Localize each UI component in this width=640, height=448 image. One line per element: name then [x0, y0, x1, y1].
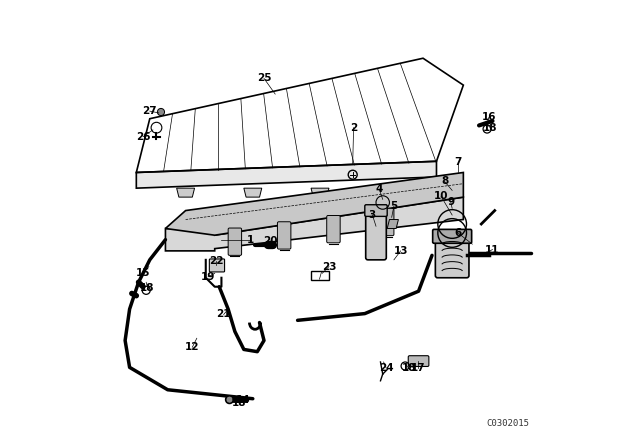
Text: 21: 21 — [216, 310, 231, 319]
Text: 3: 3 — [369, 210, 376, 220]
Polygon shape — [165, 197, 463, 251]
Polygon shape — [244, 188, 262, 197]
FancyBboxPatch shape — [435, 233, 469, 278]
FancyBboxPatch shape — [365, 205, 387, 216]
Text: 18: 18 — [140, 283, 155, 293]
Text: 12: 12 — [185, 342, 200, 352]
Text: 7: 7 — [454, 157, 461, 167]
Text: 18: 18 — [483, 123, 497, 133]
Text: 6: 6 — [454, 228, 461, 238]
Polygon shape — [136, 161, 436, 188]
Text: 18: 18 — [232, 398, 246, 408]
Text: 19: 19 — [201, 272, 215, 282]
FancyBboxPatch shape — [433, 229, 472, 243]
Text: /: / — [319, 271, 321, 280]
Text: 18: 18 — [401, 363, 416, 373]
Text: 17: 17 — [410, 363, 425, 373]
Text: 4: 4 — [376, 184, 383, 194]
Text: 22: 22 — [209, 256, 223, 266]
Text: 24: 24 — [379, 363, 394, 373]
Text: 11: 11 — [485, 245, 500, 254]
FancyBboxPatch shape — [327, 215, 340, 243]
Text: 25: 25 — [257, 73, 271, 83]
Polygon shape — [311, 188, 329, 197]
Text: 9: 9 — [447, 198, 454, 207]
Text: 20: 20 — [264, 236, 278, 246]
Text: 13: 13 — [394, 246, 408, 256]
FancyBboxPatch shape — [209, 259, 225, 272]
Text: 15: 15 — [136, 268, 150, 278]
Circle shape — [157, 108, 164, 116]
Text: 26: 26 — [136, 132, 150, 142]
Text: 10: 10 — [434, 191, 448, 201]
FancyBboxPatch shape — [365, 211, 387, 260]
FancyBboxPatch shape — [380, 208, 394, 236]
Polygon shape — [387, 220, 398, 228]
Polygon shape — [378, 188, 396, 197]
FancyBboxPatch shape — [408, 356, 429, 366]
Text: 23: 23 — [322, 262, 336, 271]
Text: 27: 27 — [143, 106, 157, 116]
FancyBboxPatch shape — [278, 222, 291, 249]
Polygon shape — [177, 188, 195, 197]
Polygon shape — [165, 172, 463, 235]
Text: 14: 14 — [236, 395, 250, 405]
FancyBboxPatch shape — [228, 228, 241, 255]
Text: 5: 5 — [390, 201, 397, 211]
Text: 8: 8 — [441, 177, 448, 186]
Circle shape — [226, 396, 233, 403]
Text: 2: 2 — [350, 123, 357, 133]
Text: 1: 1 — [247, 235, 254, 245]
Text: C0302015: C0302015 — [486, 419, 530, 428]
Text: 16: 16 — [482, 112, 496, 122]
